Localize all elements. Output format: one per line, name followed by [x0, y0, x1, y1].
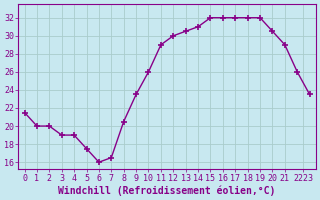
X-axis label: Windchill (Refroidissement éolien,°C): Windchill (Refroidissement éolien,°C)	[58, 185, 276, 196]
